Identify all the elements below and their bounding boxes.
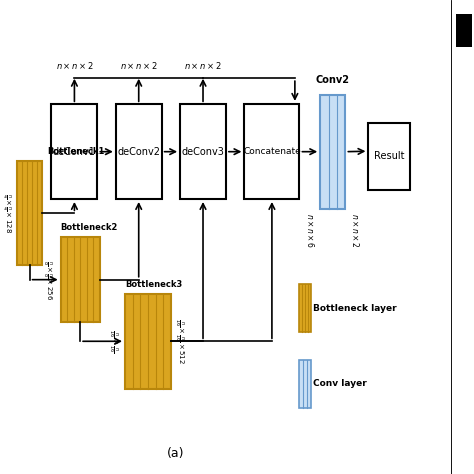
Bar — [456, 14, 472, 47]
Bar — [116, 104, 162, 199]
Bar — [61, 237, 100, 322]
Text: Concatenate: Concatenate — [243, 147, 301, 156]
Bar — [368, 123, 410, 190]
Text: $n\times n\times 2$: $n\times n\times 2$ — [350, 213, 361, 248]
Text: Conv layer: Conv layer — [313, 380, 367, 388]
Text: Result: Result — [374, 151, 404, 162]
Bar — [52, 104, 97, 199]
Text: $\frac{n}{8}\times\frac{n}{8}\times 256$: $\frac{n}{8}\times\frac{n}{8}\times 256$ — [41, 260, 54, 300]
Text: $\frac{n}{16}\times\frac{n}{16}$: $\frac{n}{16}\times\frac{n}{16}$ — [108, 329, 120, 353]
Text: Bottleneck3: Bottleneck3 — [125, 280, 182, 289]
Text: deConv2: deConv2 — [117, 146, 160, 157]
Bar — [125, 294, 171, 389]
Bar — [300, 360, 311, 408]
Text: $\frac{n}{4}\times\frac{n}{4}\times 128$: $\frac{n}{4}\times\frac{n}{4}\times 128$ — [0, 193, 12, 233]
Text: deConv1: deConv1 — [53, 146, 96, 157]
Text: $n\times n\times 2$: $n\times n\times 2$ — [55, 60, 93, 71]
Bar — [180, 104, 226, 199]
Text: $n\times n\times 2$: $n\times n\times 2$ — [120, 60, 157, 71]
Text: Bottleneck1: Bottleneck1 — [47, 147, 104, 156]
Text: Bottleneck layer: Bottleneck layer — [313, 304, 397, 312]
Text: deConv3: deConv3 — [182, 146, 225, 157]
Text: $\frac{n}{16}\times\frac{n}{16}\times 512$: $\frac{n}{16}\times\frac{n}{16}\times 51… — [173, 318, 186, 365]
Text: $n\times n\times 2$: $n\times n\times 2$ — [184, 60, 222, 71]
Bar — [17, 161, 42, 265]
Bar — [245, 104, 300, 199]
Text: $n\times n\times 6$: $n\times n\times 6$ — [304, 213, 316, 248]
Bar — [320, 95, 346, 209]
Text: (a): (a) — [167, 447, 184, 460]
Text: Bottleneck2: Bottleneck2 — [61, 223, 118, 232]
Bar — [300, 284, 311, 332]
Text: Conv2: Conv2 — [316, 75, 350, 85]
